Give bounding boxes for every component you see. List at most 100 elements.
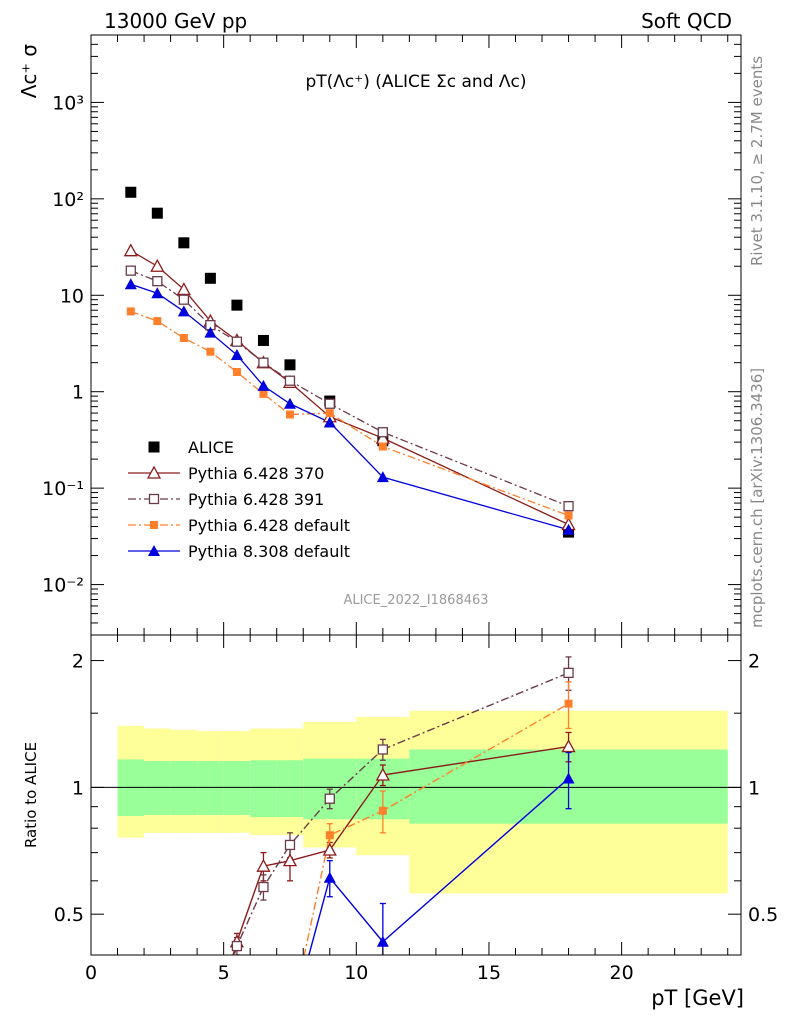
main-y-tick-label: 10⁻¹ [42,478,84,500]
ratio-data-point [378,806,387,815]
ratio-y-tick-label-right: 0.5 [748,904,778,926]
main-series-line [130,270,569,507]
legend-label: Pythia 6.428 391 [188,490,324,509]
main-series-line [130,283,569,531]
ratio-data-point [282,853,298,867]
main-title: pT(Λc⁺) (ALICE Σc and Λc) [305,72,526,92]
main-data-point [376,471,389,483]
ratio-data-point [231,940,243,952]
main-data-point [151,207,163,219]
main-data-point [124,278,137,290]
legend: ALICE Pythia 6.428 370 Pythia 6.428 391 Pyt… [128,438,350,561]
ratio-inner-band [223,761,251,815]
ratio-data-point [561,739,576,753]
main-y-tick-label: 10² [52,189,84,211]
x-tick-label: 10 [344,962,368,984]
main-data-point [204,272,216,284]
ratio-ylabel: Ratio to ALICE [22,742,40,848]
ratio-data-point [375,767,390,781]
ratio-data-point [323,871,336,883]
main-data-point [378,442,387,451]
ratio-data-point [284,839,296,851]
ratio-inner-band [144,761,171,815]
main-data-point [150,258,165,272]
ratio-axes: 0.5 0.51 12 20 5 10 15 20 [54,635,778,984]
main-data-point [177,305,190,317]
main-data-point [126,307,135,316]
main-ylabel: Λc⁺ σ [17,44,41,99]
ratio-clipped-group [229,656,576,955]
ratio-data-point [564,699,573,708]
main-series-line [130,310,569,517]
legend-label: Pythia 8.308 default [188,542,350,561]
ratio-data-point [324,793,335,804]
side-label-mcplots: mcplots.cern.ch [arXiv:1306.3436] [748,368,766,628]
main-data-point [125,186,137,198]
main-data-point [257,379,270,391]
main-data-point [153,317,162,326]
main-data-point [259,389,268,398]
ratio-frame [90,634,742,956]
legend-label: Pythia 6.428 370 [188,464,324,483]
main-data-point [152,276,163,287]
legend-label: Pythia 6.428 default [188,516,350,535]
ratio-inner-band [276,760,304,818]
main-y-tick-label: 1 [72,382,84,404]
main-data-point [178,294,190,305]
ratio-data-point [258,881,269,893]
legend-marker [148,441,160,453]
main-data-point [151,287,164,299]
main-data-point [204,326,217,338]
ratio-bands [117,710,728,894]
main-y-tick-label: 10 [60,285,84,307]
ratio-y-tick-label: 0.5 [54,904,84,926]
legend-marker [148,545,160,556]
main-data-point [231,299,243,311]
main-data-point [284,359,296,371]
main-data-point [230,349,243,361]
main-data-point [562,523,575,535]
main-data-point [125,265,136,276]
x-tick-label: 5 [218,962,230,984]
ratio-data-point [256,858,271,872]
main-data-point [564,511,573,520]
main-data-point [377,427,388,438]
watermark: ALICE_2022_I1868463 [343,593,488,608]
main-series-line [130,250,569,526]
x-tick-label: 0 [85,962,97,984]
main-data-point [178,237,190,249]
legend-marker [148,493,160,505]
ratio-y-tick-label-right: 1 [748,777,760,799]
ratio-y-tick-label-right: 2 [748,651,760,673]
x-tick-label: 15 [477,962,501,984]
main-data-point [563,501,574,512]
ratio-inner-band [170,761,198,815]
main-data-point [285,410,294,419]
ratio-data-point [563,667,574,679]
ratio-data-point [325,831,334,840]
main-axes: 10⁻² 10⁻¹ 1 10 10² 10³ [42,34,741,636]
main-panel: pT(Λc⁺) (ALICE Σc and Λc) ALICE_2022_I18… [17,34,742,636]
main-y-tick-label: 10³ [52,92,84,114]
ratio-series [229,656,576,955]
main-data-point [231,336,243,347]
main-data-point [258,357,269,368]
ratio-y-tick-label: 1 [72,777,84,799]
main-series [123,186,576,538]
main-data-point [176,282,191,296]
ratio-inner-band [250,760,277,818]
header-right: Soft QCD [641,9,732,33]
ratio-data-point [376,935,389,947]
ratio-data-point [377,744,388,755]
ratio-series-line [308,777,570,955]
side-label-rivet: Rivet 3.1.10, ≥ 2.7M events [748,56,766,266]
main-data-point [325,409,334,418]
ratio-series-line [303,703,569,955]
main-data-point [206,347,215,356]
main-data-point [323,416,336,428]
main-data-point [123,243,138,257]
ratio-panel: Ratio to ALICE 0.5 0.51 12 20 5 10 15 20 pT [Ge… [22,634,778,1010]
main-data-point [179,334,188,343]
x-tick-label: 20 [610,962,634,984]
x-axis-label: pT [GeV] [651,986,744,1010]
